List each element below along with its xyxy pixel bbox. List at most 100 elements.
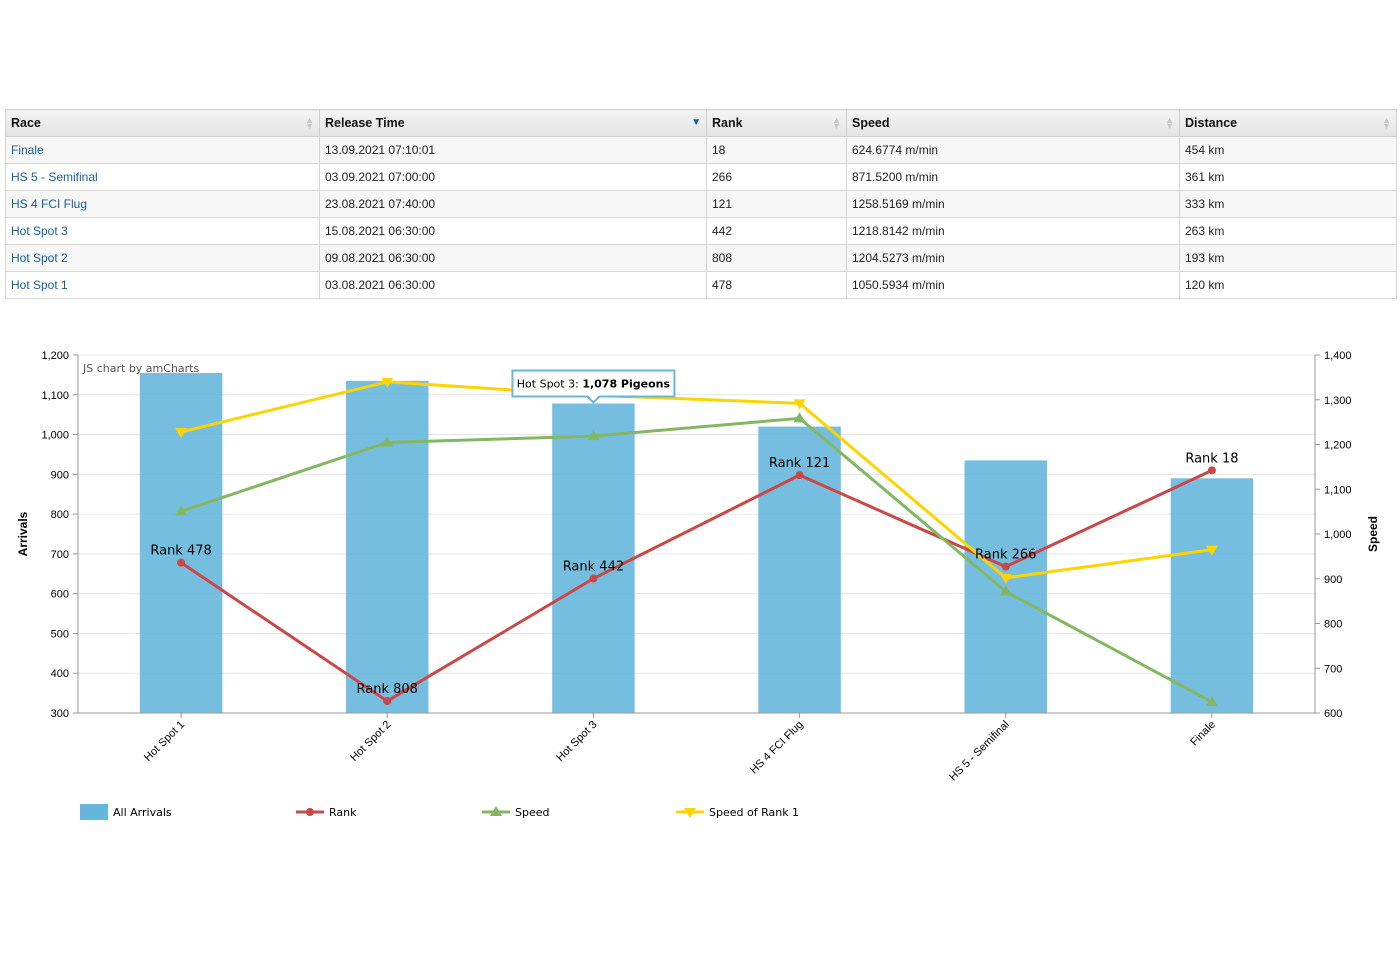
race-cell: HS 4 FCI Flug [5, 190, 320, 218]
race-link[interactable]: Hot Spot 2 [11, 251, 68, 265]
rank-labels: Rank 478 Rank 808 Rank 442 Rank 121 Rank 266… [150, 451, 1238, 697]
legend-label: Speed of Rank 1 [709, 806, 799, 819]
speed-of-rank-1-point[interactable] [175, 427, 188, 438]
series-line-speed-of-rank-1 [180, 380, 1213, 580]
arrivals-bar[interactable] [1170, 478, 1254, 713]
left-axis-tick-label: 700 [51, 549, 69, 561]
speed-point[interactable] [1205, 695, 1218, 706]
right-axis-tick-label: 800 [1324, 619, 1342, 631]
arrivals-bar[interactable] [346, 380, 429, 713]
speed-of-rank-1-point[interactable] [793, 399, 806, 410]
race-cell: HS 5 - Semifinal [5, 163, 320, 191]
column-header-rank[interactable]: Rank ▲ ▼ [706, 109, 847, 137]
rank-point[interactable] [795, 471, 804, 480]
speed-of-rank-1-point[interactable] [999, 573, 1012, 584]
column-header-distance[interactable]: Distance ▲ ▼ [1179, 109, 1397, 137]
speed-cell: 1218.8142 m/min [846, 217, 1180, 245]
distance-cell: 193 km [1179, 244, 1397, 272]
column-header-release-time[interactable]: Release Time ▼ [319, 109, 707, 137]
rank-data-label: Rank 266 [975, 548, 1036, 563]
legend-label: All Arrivals [113, 806, 172, 819]
rank-point[interactable] [1001, 562, 1010, 571]
legend-item-speed-of-rank-1[interactable]: Speed of Rank 1 [676, 806, 799, 819]
line-series [175, 377, 1218, 706]
left-axis-tick-label: 500 [51, 628, 69, 640]
tooltip-frame [511, 369, 676, 404]
speed-point[interactable] [999, 585, 1012, 596]
speed-cell: 871.5200 m/min [846, 163, 1180, 191]
speed-of-rank-1-point[interactable] [1205, 545, 1218, 556]
left-axis-tick-label: 600 [51, 589, 69, 601]
legend-item-speed[interactable]: Speed [482, 806, 549, 819]
column-header-speed[interactable]: Speed ▲ ▼ [846, 109, 1180, 137]
rank-data-label: Rank 808 [357, 682, 418, 697]
series-line-rank [180, 468, 1213, 703]
column-header-race[interactable]: Race ▲ ▼ [5, 109, 320, 137]
legend-item-rank[interactable]: Rank [296, 806, 357, 819]
left-axis-tick-label: 900 [51, 469, 69, 481]
chart-credit[interactable]: JS chart by amCharts [82, 362, 199, 375]
speed-point[interactable] [587, 430, 600, 441]
release-time-cell: 03.09.2021 07:00:00 [319, 163, 707, 191]
right-axis-tick-label: 1,400 [1324, 350, 1352, 362]
category-tick-label: Hot Spot 2 [348, 719, 393, 764]
speed-point[interactable] [793, 412, 806, 423]
speed-cell: 1204.5273 m/min [846, 244, 1180, 272]
race-cell: Hot Spot 1 [5, 271, 320, 299]
speed-cell: 1258.5169 m/min [846, 190, 1180, 218]
speed-cell: 1050.5934 m/min [846, 271, 1180, 299]
table-row: HS 5 - Semifinal 03.09.2021 07:00:00 266… [5, 163, 1397, 191]
speed-of-rank-1-point[interactable] [381, 377, 394, 388]
rank-point[interactable] [306, 808, 314, 816]
race-link[interactable]: Hot Spot 1 [11, 278, 68, 292]
left-axis-title: Arrivals [16, 511, 30, 556]
table-row: Hot Spot 2 09.08.2021 06:30:00 808 1204.… [5, 244, 1397, 272]
rank-data-label: Rank 121 [769, 456, 830, 471]
distance-cell: 120 km [1179, 271, 1397, 299]
rank-cell: 478 [706, 271, 847, 299]
race-link[interactable]: Hot Spot 3 [11, 224, 68, 238]
legend-label: Speed [515, 806, 549, 819]
left-axis-tick-label: 400 [51, 668, 69, 680]
right-axis-tick-label: 1,000 [1324, 529, 1352, 541]
sort-icon: ▲ ▼ [1382, 115, 1391, 131]
right-axis-tick-label: 1,200 [1324, 440, 1352, 452]
race-link[interactable]: Finale [11, 143, 44, 157]
speed-of-rank-1-point[interactable] [684, 808, 696, 818]
category-tick-label: Hot Spot 1 [142, 719, 187, 764]
right-axis-tick-label: 600 [1324, 708, 1342, 720]
speed-point[interactable] [381, 436, 394, 447]
right-axis-title: Speed [1366, 516, 1380, 552]
sort-icon: ▲ ▼ [305, 115, 314, 131]
rank-cell: 266 [706, 163, 847, 191]
release-time-cell: 23.08.2021 07:40:00 [319, 190, 707, 218]
rank-data-label: Rank 18 [1185, 451, 1238, 466]
combo-chart: 300 400 500 600 700 800 900 1,000 1,100 1,200 600 7… [16, 350, 1380, 820]
rank-point[interactable] [383, 697, 392, 706]
race-cell: Finale [5, 136, 320, 164]
category-tick-label: HS 5 - Semifinal [947, 719, 1012, 784]
release-time-cell: 15.08.2021 06:30:00 [319, 217, 707, 245]
bar-series-all-arrivals [139, 372, 1254, 713]
legend-label: Rank [329, 806, 357, 819]
speed-point[interactable] [175, 505, 188, 516]
rank-point[interactable] [589, 574, 598, 583]
rank-point[interactable] [177, 558, 186, 567]
results-table: Race ▲ ▼ Release Time ▼ Rank ▲ ▼ Speed ▲ ▼ Dist… [5, 109, 1397, 299]
distance-cell: 361 km [1179, 163, 1397, 191]
left-axis-tick-label: 800 [51, 509, 69, 521]
race-link[interactable]: HS 4 FCI Flug [11, 197, 88, 211]
arrivals-bar[interactable] [552, 403, 635, 713]
race-link[interactable]: HS 5 - Semifinal [11, 170, 98, 184]
race-cell: Hot Spot 2 [5, 244, 320, 272]
legend-item-all-arrivals[interactable]: All Arrivals [80, 804, 172, 820]
rank-data-label: Rank 442 [563, 560, 624, 575]
table-row: Finale 13.09.2021 07:10:01 18 624.6774 m… [5, 136, 1397, 164]
left-axis-tick-label: 1,100 [41, 390, 69, 402]
category-tick-label: Finale [1188, 719, 1218, 749]
table-row: HS 4 FCI Flug 23.08.2021 07:40:00 121 12… [5, 190, 1397, 218]
rank-point[interactable] [1207, 466, 1216, 475]
speed-point[interactable] [490, 806, 502, 816]
left-axis-tick-label: 1,200 [41, 350, 69, 362]
right-axis-tick-label: 900 [1324, 574, 1342, 586]
